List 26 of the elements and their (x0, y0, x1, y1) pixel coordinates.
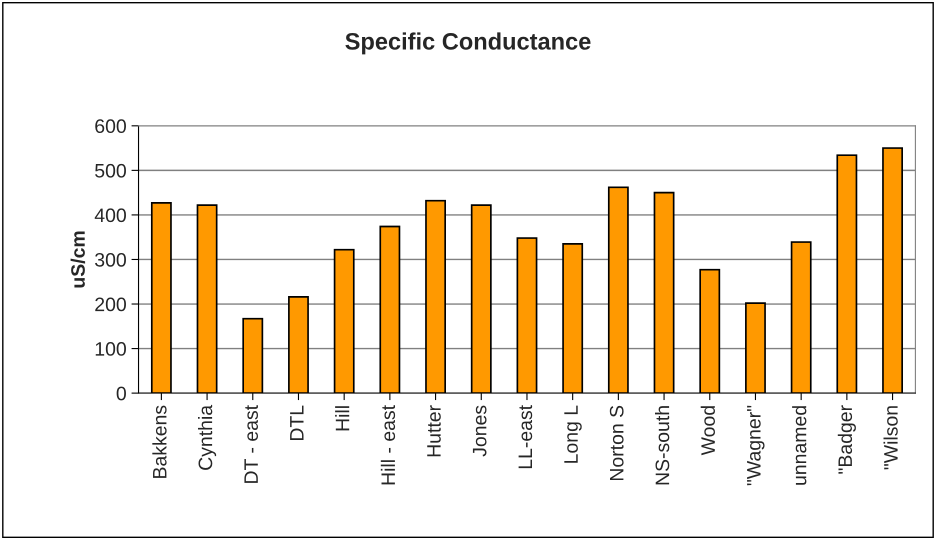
y-tick-label: 500 (95, 164, 126, 178)
x-tick-label: Cynthia (198, 404, 216, 470)
x-tick-label: DT - east (244, 405, 258, 483)
x-tick-label: Jones (472, 406, 486, 457)
x-tick-label: Hill - east (380, 405, 396, 484)
x-tick-label: "Badger (838, 405, 856, 474)
x-tick-label: Bakkens (152, 406, 167, 478)
y-axis-title: uS/cm (70, 232, 86, 288)
y-tick-label: 400 (94, 208, 126, 222)
y-tick-label: 100 (96, 342, 126, 356)
x-tick-label: NS-south (655, 406, 670, 484)
y-tick-label: 0 (116, 386, 126, 400)
y-tick-label: 200 (95, 297, 126, 312)
x-tick-label: "Wagner" (747, 406, 765, 486)
x-tick-label: Norton S (610, 406, 624, 480)
x-tick-label: Hill (335, 406, 350, 430)
x-tick-label: unnamed (792, 406, 806, 485)
y-tick-label: 300 (95, 252, 126, 267)
x-tick-label: Hutter (427, 405, 441, 456)
x-tick-label: LL-east (518, 405, 532, 468)
chart-title: Specific Conductance (345, 32, 591, 54)
x-tick-label: Long L (564, 406, 582, 463)
x-tick-label: DTL (290, 406, 304, 440)
x-tick-label: Wood (700, 406, 715, 456)
x-tick-label: "Wilson (883, 406, 898, 470)
y-tick-label: 600 (95, 119, 126, 134)
